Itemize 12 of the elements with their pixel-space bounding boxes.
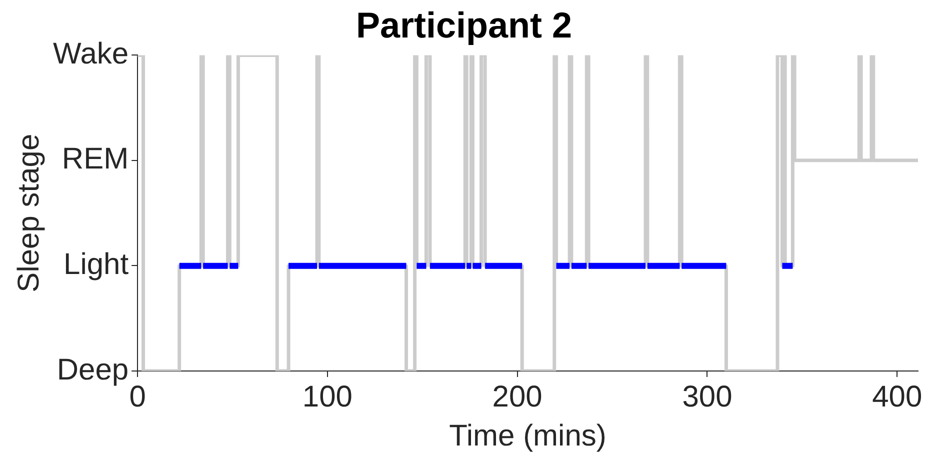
x-axis-title: Time (mins): [449, 419, 606, 452]
x-tick-label: 200: [492, 380, 542, 414]
category-label: Deep: [56, 353, 129, 386]
x-tick-label: 400: [872, 380, 922, 414]
x-tick-label: 100: [302, 380, 352, 414]
y-axis-title: Sleep stage: [12, 134, 46, 292]
chart-title: Participant 2: [356, 4, 572, 46]
x-tick-label: 0: [129, 380, 146, 414]
category-label: Light: [64, 248, 129, 281]
category-label: REM: [62, 142, 129, 176]
category-label: Wake: [52, 37, 129, 70]
x-tick-label: 300: [682, 380, 732, 414]
